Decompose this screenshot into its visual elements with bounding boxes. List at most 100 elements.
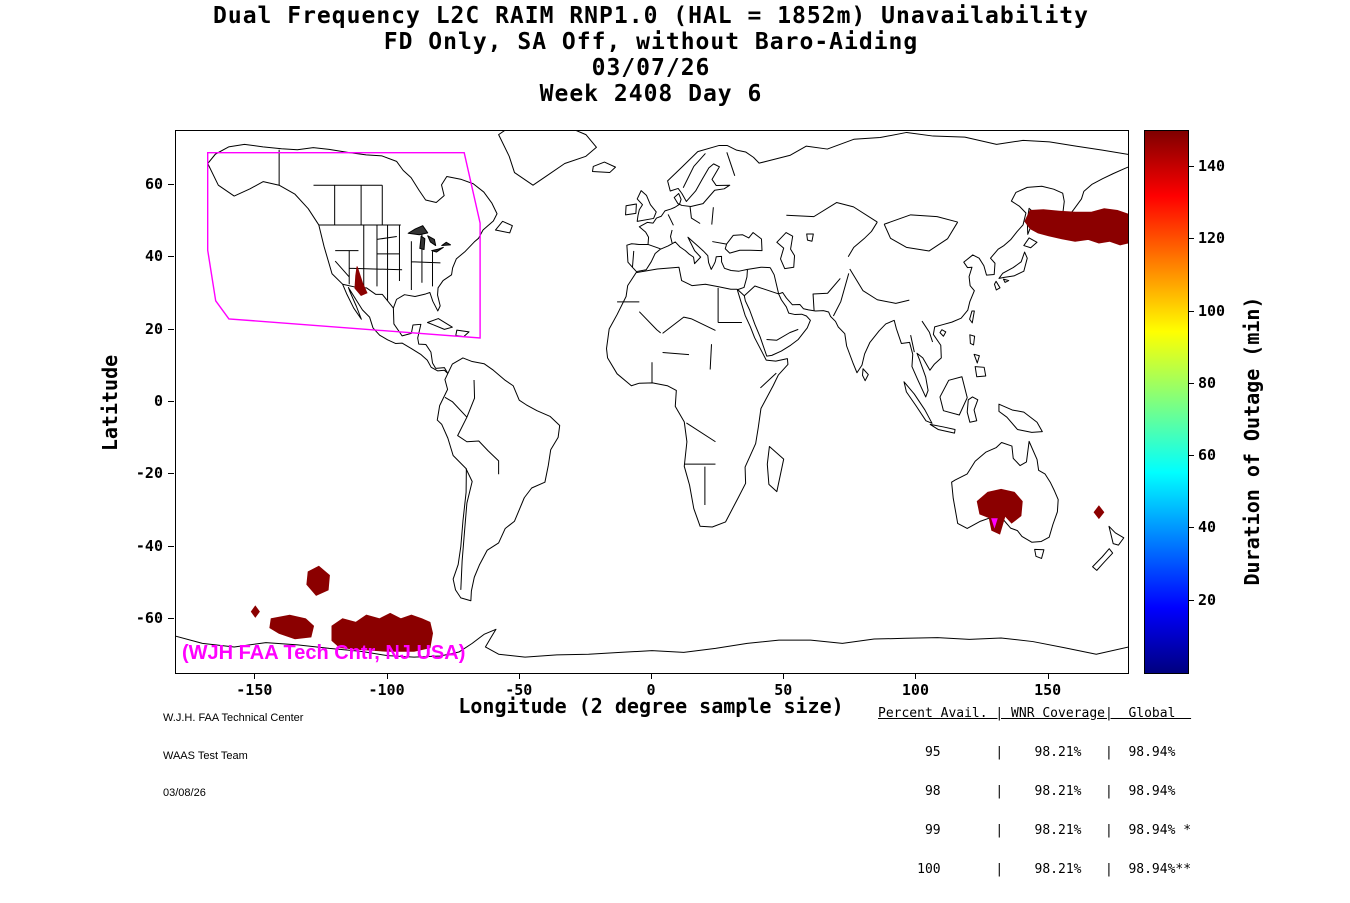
coastline-path bbox=[970, 311, 975, 323]
coastline-path bbox=[725, 233, 813, 269]
y-tick bbox=[168, 401, 174, 402]
coastline-path bbox=[767, 446, 783, 491]
coastline-path bbox=[495, 221, 512, 233]
x-tick-label: -100 bbox=[368, 681, 405, 699]
y-tick-label: -20 bbox=[135, 464, 163, 483]
coastline-path bbox=[970, 335, 975, 345]
coastline-path bbox=[904, 382, 932, 424]
colorbar-tick-label: 100 bbox=[1198, 301, 1226, 320]
coastline-path bbox=[632, 152, 734, 267]
coastline-path bbox=[1093, 549, 1113, 571]
colorbar-tick bbox=[1189, 382, 1194, 384]
credit-block: W.J.H. FAA Technical Center WAAS Test Te… bbox=[163, 687, 303, 825]
coastline-path bbox=[637, 191, 656, 222]
x-tick bbox=[783, 673, 785, 679]
x-tick-label: 50 bbox=[774, 681, 793, 699]
outage-region-south-pacific-west bbox=[306, 565, 330, 596]
x-tick bbox=[1047, 673, 1049, 679]
y-tick bbox=[168, 545, 174, 547]
title-line-1: Dual Frequency L2C RAIM RNP1.0 (HAL = 18… bbox=[213, 3, 1089, 29]
coastline-path bbox=[176, 629, 1128, 673]
y-tick bbox=[168, 328, 174, 330]
coastline-path bbox=[994, 281, 1000, 290]
coverage-annotation: (WJH FAA Tech Cntr, NJ USA) bbox=[182, 642, 466, 664]
world-map-svg bbox=[176, 131, 1128, 673]
x-axis-label: Longitude (2 degree sample size) bbox=[458, 694, 844, 718]
x-tick-label: 150 bbox=[1034, 681, 1062, 699]
y-tick-label: 20 bbox=[144, 319, 163, 338]
map-plot: (WJH FAA Tech Cntr, NJ USA) bbox=[175, 130, 1129, 674]
colorbar bbox=[1144, 130, 1189, 674]
stats-header: Percent Avail. | WNR Coverage| Global bbox=[878, 706, 1192, 721]
y-tick-label: -60 bbox=[135, 608, 163, 627]
figure: Dual Frequency L2C RAIM RNP1.0 (HAL = 18… bbox=[98, 3, 1264, 876]
country-borders-layer bbox=[279, 150, 958, 590]
coastline-path bbox=[1024, 238, 1037, 248]
y-tick-label: 0 bbox=[153, 392, 163, 410]
outage-region-arizona bbox=[354, 266, 368, 297]
colorbar-tick-label: 20 bbox=[1198, 590, 1217, 609]
colorbar-tick-label: 60 bbox=[1198, 446, 1217, 465]
coastline-path bbox=[437, 358, 559, 601]
x-tick-label: 100 bbox=[901, 681, 929, 699]
y-tick-label: 60 bbox=[144, 175, 163, 194]
colorbar-tick bbox=[1189, 238, 1194, 240]
title-line-4: Week 2408 Day 6 bbox=[539, 81, 763, 107]
title-line-2: FD Only, SA Off, without Baro-Aiding bbox=[383, 29, 919, 55]
x-tick bbox=[915, 673, 917, 679]
outage-region-south-pacific-small bbox=[269, 614, 315, 640]
colorbar-tick-label: 140 bbox=[1198, 157, 1226, 176]
coastline-path bbox=[974, 354, 979, 363]
coastline-path bbox=[617, 288, 776, 505]
coastline-path bbox=[408, 226, 450, 252]
colorbar-tick bbox=[1189, 527, 1194, 529]
coastline-path bbox=[930, 424, 955, 433]
outage-region-south-australia bbox=[976, 488, 1023, 535]
coastline-path bbox=[999, 252, 1027, 278]
colorbar-tick-label: 80 bbox=[1198, 373, 1217, 392]
stats-row: 99 | 98.21% | 98.94% * bbox=[878, 823, 1192, 838]
coastline-path bbox=[862, 369, 868, 381]
coastline-path bbox=[208, 144, 497, 373]
colorbar-tick bbox=[1189, 310, 1194, 312]
coastline-path bbox=[940, 377, 967, 415]
x-tick bbox=[386, 673, 388, 679]
colorbar-tick bbox=[1189, 455, 1194, 457]
markers-layer bbox=[991, 518, 998, 529]
x-tick-label: 0 bbox=[646, 681, 656, 699]
stats-row: 95 | 98.21% | 98.94% bbox=[878, 745, 1192, 760]
credit-line-1: W.J.H. FAA Technical Center bbox=[163, 712, 304, 724]
outage-region-south-pacific-main bbox=[331, 612, 434, 652]
stats-row: 98 | 98.21% | 98.94% bbox=[878, 784, 1192, 799]
y-tick bbox=[168, 617, 174, 619]
x-tick bbox=[518, 673, 520, 679]
colorbar-tick bbox=[1189, 599, 1194, 601]
coastline-path bbox=[445, 380, 499, 590]
colorbar-tick-label: 120 bbox=[1198, 229, 1226, 248]
stats-row: 100 | 98.21% | 98.94%** bbox=[878, 862, 1192, 877]
x-tick bbox=[651, 673, 652, 679]
x-tick-label: -150 bbox=[236, 681, 273, 699]
coastlines-layer bbox=[176, 131, 1128, 673]
y-tick bbox=[168, 473, 174, 475]
coastline-path bbox=[607, 267, 788, 527]
coastline-path bbox=[1003, 279, 1008, 282]
marker-south-australia-arrow bbox=[991, 518, 998, 529]
stats-table: Percent Avail. | WNR Coverage| Global 95… bbox=[878, 681, 1191, 902]
x-tick-label: -50 bbox=[505, 681, 533, 699]
coastline-path bbox=[975, 367, 986, 377]
credit-line-3: 03/08/26 bbox=[163, 787, 206, 799]
coastline-path bbox=[627, 132, 1128, 396]
coastline-path bbox=[744, 203, 957, 353]
outage-regions-layer bbox=[250, 208, 1128, 652]
coastline-path bbox=[940, 330, 946, 337]
coastline-path bbox=[967, 397, 978, 422]
coastline-path bbox=[999, 404, 1042, 432]
outage-region-northeast-asia bbox=[1024, 208, 1128, 246]
coastline-path bbox=[279, 150, 440, 308]
outage-region-south-pacific-dot bbox=[250, 605, 260, 618]
x-tick bbox=[254, 673, 256, 679]
coastline-path bbox=[626, 204, 637, 215]
coastline-path bbox=[427, 319, 452, 330]
coastline-path bbox=[593, 162, 616, 172]
